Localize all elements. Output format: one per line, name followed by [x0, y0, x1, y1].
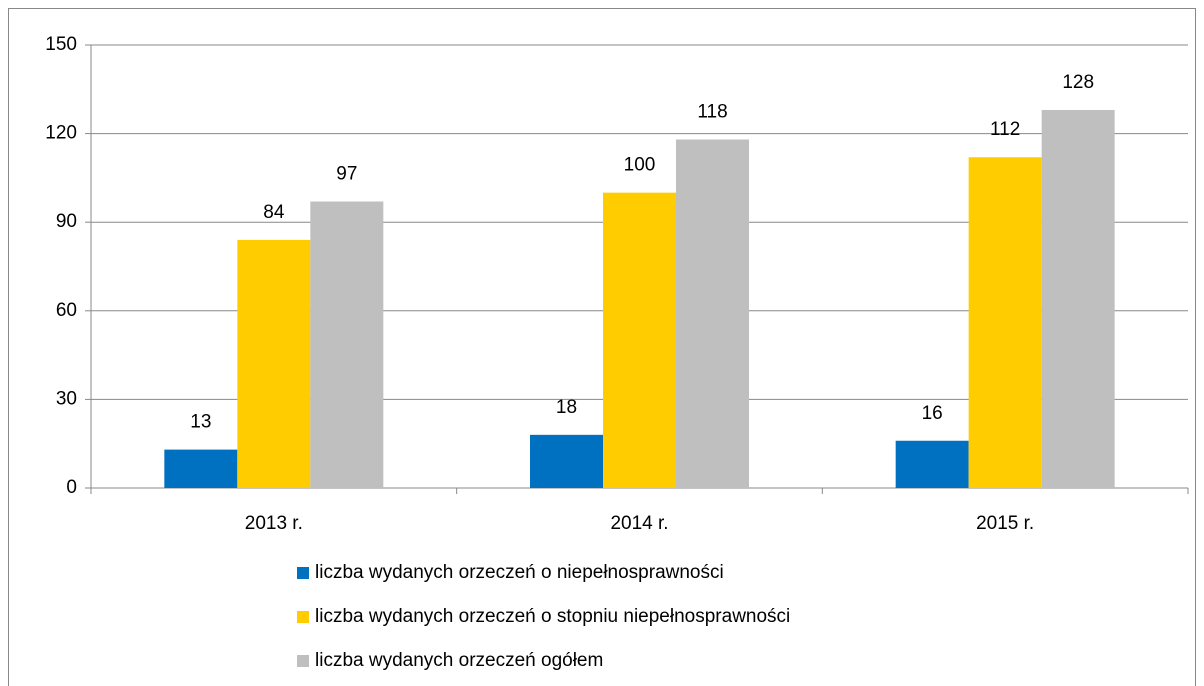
- data-label: 118: [697, 102, 727, 123]
- legend-swatch: [297, 567, 309, 579]
- data-label: 100: [624, 155, 656, 176]
- bar: [530, 434, 603, 488]
- data-label: 84: [263, 202, 285, 223]
- chart-frame: [8, 8, 1196, 686]
- bar: [968, 157, 1042, 488]
- bar: [237, 239, 311, 488]
- bar: [603, 192, 676, 488]
- bar: [1041, 109, 1115, 489]
- bar: [676, 139, 749, 489]
- legend-swatch: [297, 611, 309, 623]
- bar: [310, 201, 384, 488]
- y-tick-label: 0: [66, 477, 77, 498]
- x-tick-label: 2013 r.: [245, 513, 303, 534]
- data-label: 13: [190, 412, 211, 433]
- data-label: 112: [990, 119, 1020, 140]
- x-tick-label: 2014 r.: [610, 513, 668, 534]
- legend-label: liczba wydanych orzeczeń ogółem: [315, 650, 603, 671]
- data-label: 128: [1062, 72, 1094, 93]
- bar: [164, 449, 238, 488]
- data-label: 97: [336, 164, 357, 185]
- x-tick-label: 2015 r.: [976, 513, 1034, 534]
- data-label: 16: [922, 403, 943, 424]
- y-tick-label: 30: [56, 388, 77, 409]
- legend-label: liczba wydanych orzeczeń o stopniu niepe…: [315, 606, 790, 627]
- y-tick-label: 60: [56, 300, 77, 321]
- y-tick-label: 150: [45, 34, 77, 55]
- legend-label: liczba wydanych orzeczeń o niepełnospraw…: [315, 562, 724, 583]
- data-label: 18: [556, 397, 577, 418]
- y-tick-label: 90: [56, 211, 77, 232]
- y-tick-label: 120: [45, 123, 77, 144]
- legend-swatch: [297, 655, 309, 667]
- bar: [895, 440, 969, 488]
